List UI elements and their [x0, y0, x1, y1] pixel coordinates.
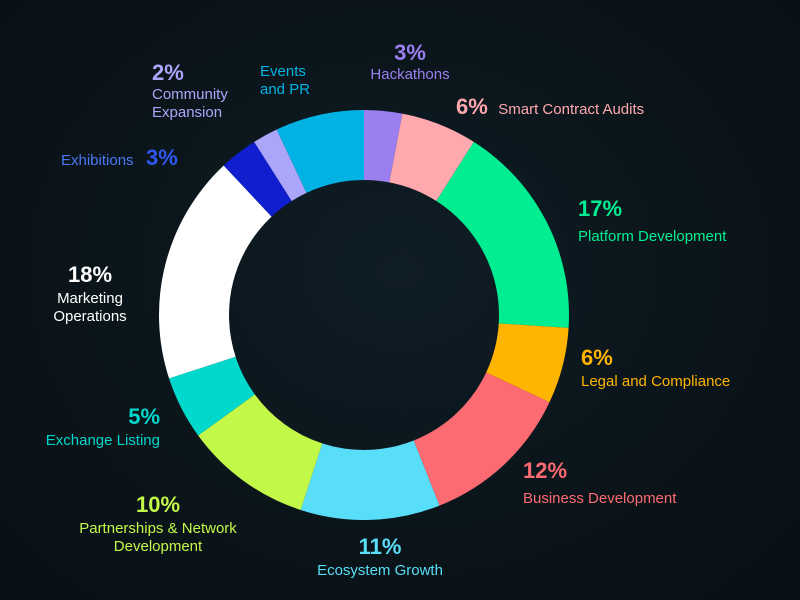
pct-exchange-listing: 5%: [128, 404, 160, 429]
slice-exhibitions: [223, 141, 292, 217]
slice-platform-development: [436, 141, 569, 328]
slice-partnerships-network-development: [198, 394, 323, 510]
pct-partnerships: 10%: [135, 492, 181, 517]
pct-business-development: 12%: [523, 458, 568, 483]
slice-business-development: [413, 372, 550, 506]
name-events-and-pr-line2: and PR: [260, 81, 311, 98]
name-community-expansion-line1: Community: [152, 86, 228, 104]
name-partnerships-line1: Partnerships & Network: [79, 520, 237, 538]
label-marketing-operations: 18% Marketing Operations: [30, 262, 150, 326]
name-marketing-operations-line2: Operations: [53, 308, 127, 326]
name-partnerships-line2: Development: [113, 538, 203, 556]
slice-exchange-listing: [169, 356, 255, 436]
slice-hackathons: [364, 110, 403, 183]
pct-legal-and-compliance: 6%: [581, 345, 613, 370]
slice-legal-and-compliance: [486, 323, 569, 403]
label-ecosystem-growth: 11% Ecosystem Growth: [280, 534, 480, 580]
name-smart-contract-audits: Smart Contract Audits: [498, 101, 645, 118]
pct-smart-contract-audits: 6%: [456, 94, 488, 119]
name-events-and-pr-line1: Events: [260, 63, 306, 80]
slice-ecosystem-growth: [300, 440, 440, 520]
label-business-development: 12% Business Development: [523, 458, 793, 508]
label-hackathons: 3% Hackathons: [360, 40, 460, 84]
name-platform-development: Platform Development: [578, 228, 727, 246]
name-hackathons: Hackathons: [370, 66, 450, 84]
name-business-development: Business Development: [523, 490, 677, 508]
name-exchange-listing: Exchange Listing: [45, 432, 160, 450]
pct-marketing-operations: 18%: [67, 262, 113, 287]
pct-hackathons: 3%: [394, 40, 426, 65]
label-community-expansion: 2% Community Expansion: [152, 60, 262, 122]
pct-ecosystem-growth: 11%: [358, 534, 402, 559]
label-exhibitions: Exhibitions 3%: [61, 145, 221, 171]
label-partnerships: 10% Partnerships & Network Development: [46, 492, 270, 556]
name-exhibitions: Exhibitions: [61, 152, 134, 169]
name-legal-and-compliance: Legal and Compliance: [581, 373, 731, 391]
name-marketing-operations-line1: Marketing: [57, 290, 123, 308]
label-exchange-listing: 5% Exchange Listing: [10, 404, 160, 450]
slice-smart-contract-audits: [389, 113, 474, 202]
name-community-expansion-line2: Expansion: [152, 104, 223, 122]
slice-community-expansion: [254, 129, 307, 202]
name-ecosystem-growth: Ecosystem Growth: [317, 562, 443, 580]
pct-platform-development: 17%: [578, 196, 623, 221]
pct-community-expansion: 2%: [152, 60, 184, 85]
label-legal-and-compliance: 6% Legal and Compliance: [581, 345, 796, 391]
slice-events-and-pr: [276, 110, 364, 193]
label-smart-contract-audits: 6% Smart Contract Audits: [456, 94, 796, 120]
label-platform-development: 17% Platform Development: [578, 196, 798, 246]
slice-marketing-operations: [159, 165, 272, 379]
pct-exhibitions: 3%: [146, 145, 178, 170]
label-events-and-pr: Events and PR: [260, 63, 340, 99]
